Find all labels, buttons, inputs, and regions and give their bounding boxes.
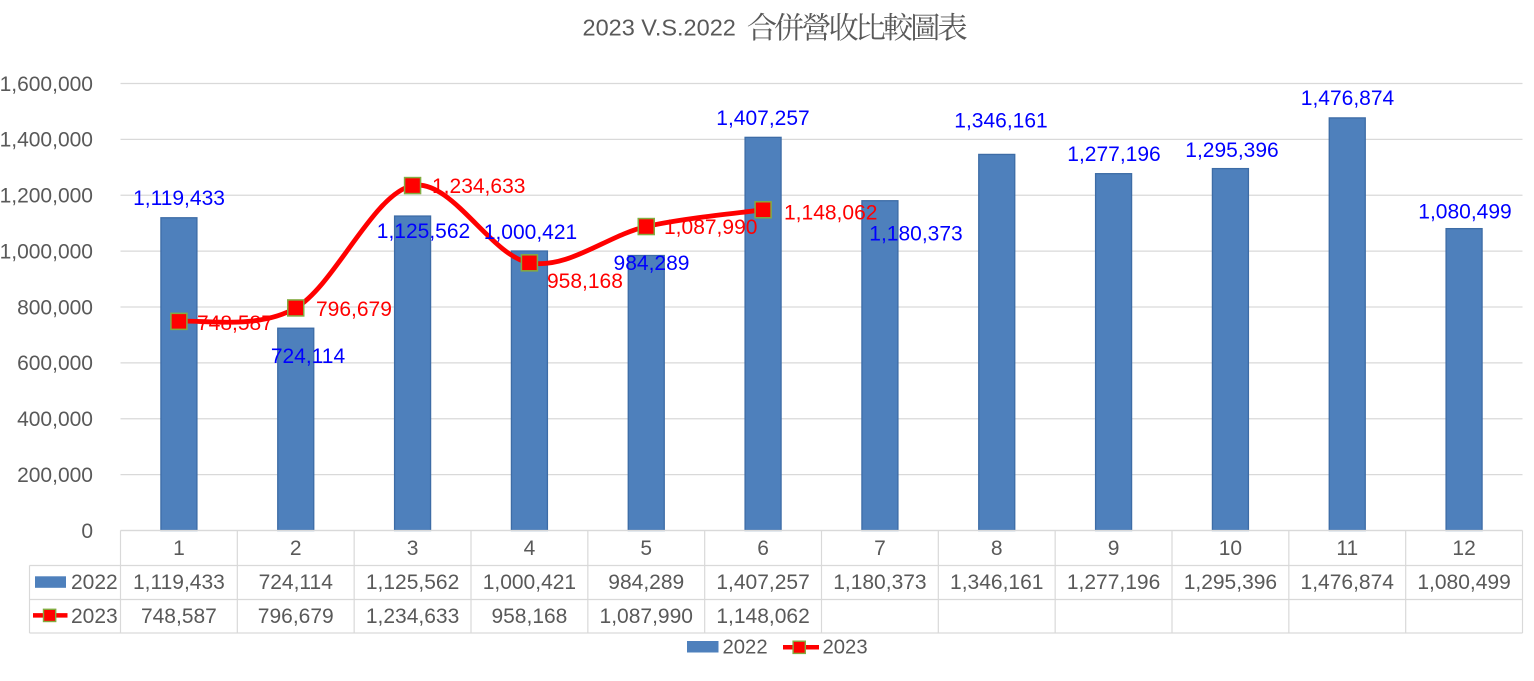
svg-text:1,200,000: 1,200,000 [0,185,93,208]
svg-text:748,587: 748,587 [197,312,273,335]
svg-text:1,346,161: 1,346,161 [950,571,1043,594]
svg-text:1,400,000: 1,400,000 [0,129,93,152]
svg-text:1,148,062: 1,148,062 [784,202,877,225]
svg-text:1,346,161: 1,346,161 [954,110,1047,133]
svg-text:400,000: 400,000 [17,408,93,431]
svg-text:1,148,062: 1,148,062 [716,605,809,628]
svg-text:1,000,000: 1,000,000 [0,240,93,263]
svg-text:2022: 2022 [723,636,768,658]
svg-text:958,168: 958,168 [547,270,623,293]
svg-text:2: 2 [290,537,302,560]
svg-text:1,234,633: 1,234,633 [366,605,459,628]
svg-text:8: 8 [991,537,1003,560]
svg-text:11: 11 [1336,537,1358,560]
svg-text:748,587: 748,587 [141,605,217,628]
svg-text:1,277,196: 1,277,196 [1067,143,1160,166]
svg-text:2023: 2023 [823,636,868,658]
svg-text:1,476,874: 1,476,874 [1301,87,1395,110]
svg-text:800,000: 800,000 [17,296,93,319]
svg-text:984,289: 984,289 [614,252,690,275]
svg-text:600,000: 600,000 [17,352,93,375]
svg-text:4: 4 [524,537,536,560]
svg-text:724,114: 724,114 [271,345,346,368]
svg-text:1,119,433: 1,119,433 [133,571,225,594]
svg-text:1,080,499: 1,080,499 [1418,201,1511,224]
svg-text:958,168: 958,168 [491,605,567,628]
svg-text:1,180,373: 1,180,373 [869,223,962,246]
svg-text:1,125,562: 1,125,562 [377,220,470,243]
svg-text:10: 10 [1219,537,1242,560]
svg-text:0: 0 [81,520,93,543]
svg-text:724,114: 724,114 [259,571,334,594]
svg-text:6: 6 [757,537,769,560]
svg-text:12: 12 [1452,537,1475,560]
svg-text:1,119,433: 1,119,433 [133,187,225,210]
svg-text:1,180,373: 1,180,373 [833,571,926,594]
svg-text:984,289: 984,289 [608,571,684,594]
svg-text:1,000,421: 1,000,421 [483,571,576,594]
svg-text:1,407,257: 1,407,257 [716,107,809,130]
svg-text:1,125,562: 1,125,562 [366,571,459,594]
svg-text:1,087,990: 1,087,990 [600,605,693,628]
svg-text:7: 7 [874,537,886,560]
svg-text:2022: 2022 [71,571,118,594]
svg-text:1,476,874: 1,476,874 [1301,571,1395,594]
svg-text:5: 5 [640,537,652,560]
svg-text:1,234,633: 1,234,633 [432,175,525,198]
svg-text:3: 3 [407,537,419,560]
svg-text:1,295,396: 1,295,396 [1184,571,1277,594]
svg-text:200,000: 200,000 [17,464,93,487]
svg-text:9: 9 [1108,537,1120,560]
svg-text:2023: 2023 [71,605,118,628]
svg-text:1,407,257: 1,407,257 [716,571,809,594]
svg-text:1,000,421: 1,000,421 [484,221,577,244]
svg-text:1,600,000: 1,600,000 [0,73,93,96]
svg-text:796,679: 796,679 [258,605,334,628]
svg-text:1,295,396: 1,295,396 [1185,139,1278,162]
svg-text:1,080,499: 1,080,499 [1417,571,1510,594]
svg-text:1,277,196: 1,277,196 [1067,571,1160,594]
svg-text:796,679: 796,679 [316,298,392,321]
svg-text:1,087,990: 1,087,990 [664,216,757,239]
svg-text:2023 V.S.2022: 2023 V.S.2022 [583,15,736,41]
svg-text:1: 1 [173,537,185,560]
